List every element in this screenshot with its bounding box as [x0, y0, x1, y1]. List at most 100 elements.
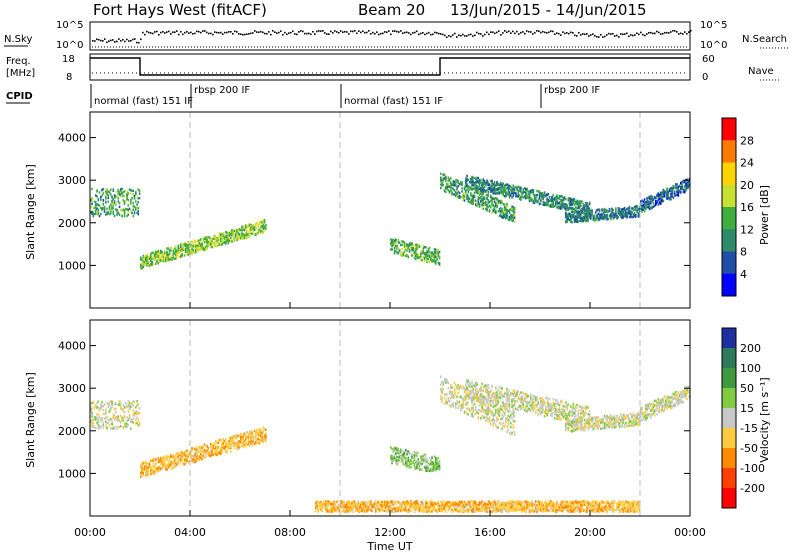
- range-cell: [441, 178, 443, 182]
- range-cell: [248, 228, 251, 232]
- range-cell: [496, 416, 498, 419]
- nsky-point: [350, 30, 352, 33]
- range-cell: [123, 212, 126, 216]
- range-cell: [467, 200, 470, 203]
- range-cell: [408, 466, 411, 469]
- range-cell: [393, 249, 396, 253]
- range-cell: [228, 442, 231, 445]
- range-cell: [183, 452, 186, 456]
- range-cell: [111, 201, 113, 204]
- range-cell: [200, 453, 202, 456]
- range-cell: [397, 456, 400, 459]
- range-cell: [470, 390, 472, 394]
- range-cell: [226, 238, 228, 242]
- range-cell: [130, 202, 132, 205]
- range-cell: [106, 415, 108, 419]
- range-cell: [122, 404, 125, 407]
- range-cell: [107, 196, 110, 200]
- range-cell: [488, 204, 491, 207]
- range-cell: [616, 215, 618, 219]
- range-cell: [538, 202, 541, 206]
- range-cell: [217, 446, 220, 449]
- range-cell: [103, 210, 106, 213]
- range-cell: [460, 195, 462, 199]
- range-cell: [150, 256, 152, 259]
- range-cell: [161, 456, 163, 460]
- nsky-point: [380, 32, 382, 35]
- range-cell: [110, 203, 112, 207]
- range-cell: [512, 392, 515, 396]
- range-cell: [200, 238, 202, 241]
- range-cell: [193, 452, 196, 456]
- range-cell: [261, 436, 263, 439]
- nsky-point: [456, 36, 458, 38]
- range-cell: [168, 255, 171, 258]
- nsky-point: [418, 33, 420, 36]
- range-cell: [510, 185, 512, 188]
- nsky-point: [586, 33, 588, 35]
- range-cell: [475, 384, 477, 387]
- range-cell: [575, 218, 577, 221]
- range-cell: [206, 242, 208, 246]
- range-cell: [258, 431, 261, 434]
- range-cell: [201, 446, 203, 449]
- range-cell: [155, 256, 157, 259]
- range-cell: [497, 395, 500, 399]
- range-cell: [417, 253, 420, 256]
- range-cell: [91, 196, 93, 200]
- range-cell: [228, 436, 231, 439]
- range-cell: [113, 194, 116, 197]
- range-cell: [105, 195, 107, 198]
- range-cell: [161, 467, 163, 470]
- range-cell: [568, 207, 571, 210]
- range-cell: [580, 212, 582, 216]
- range-cell: [472, 194, 475, 197]
- range-cell: [496, 398, 498, 401]
- range-cell: [466, 174, 468, 178]
- range-cell: [260, 430, 262, 433]
- range-cell: [623, 215, 626, 218]
- range-cell: [513, 433, 516, 436]
- nsky-point: [190, 31, 192, 34]
- range-cell: [632, 208, 635, 212]
- range-cell: [416, 464, 418, 467]
- range-cell: [503, 205, 506, 209]
- range-cell: [582, 219, 585, 222]
- range-cell: [406, 463, 408, 467]
- range-cell: [623, 206, 626, 210]
- nsky-point: [110, 39, 112, 42]
- range-cell: [462, 402, 465, 405]
- nsky-point: [340, 30, 342, 32]
- range-cell: [488, 410, 491, 413]
- range-cell: [612, 217, 615, 220]
- range-cell: [407, 244, 410, 247]
- range-cell: [177, 456, 180, 460]
- range-cell: [512, 214, 515, 217]
- range-cell: [451, 403, 453, 406]
- range-cell: [250, 230, 252, 233]
- range-cell: [241, 236, 243, 240]
- range-cell: [166, 254, 168, 258]
- nsky-point: [520, 31, 522, 34]
- range-cell: [635, 208, 637, 212]
- range-cell: [168, 252, 171, 255]
- range-cell: [592, 217, 595, 220]
- nsky-point: [326, 33, 328, 35]
- range-cell: [461, 190, 463, 193]
- range-cell: [265, 440, 267, 443]
- range-cell: [150, 459, 152, 463]
- range-cell: [232, 233, 235, 236]
- range-cell: [448, 390, 451, 394]
- range-cell: [163, 260, 166, 263]
- range-cell: [473, 191, 476, 195]
- range-cell: [122, 194, 125, 197]
- range-cell: [651, 200, 653, 203]
- range-cell: [548, 195, 551, 199]
- range-cell: [477, 188, 480, 192]
- range-cell: [540, 199, 542, 202]
- range-cell: [408, 244, 411, 247]
- range-cell: [405, 463, 407, 467]
- range-cell: [117, 418, 120, 422]
- range-cell: [237, 447, 240, 451]
- range-cell: [575, 220, 577, 223]
